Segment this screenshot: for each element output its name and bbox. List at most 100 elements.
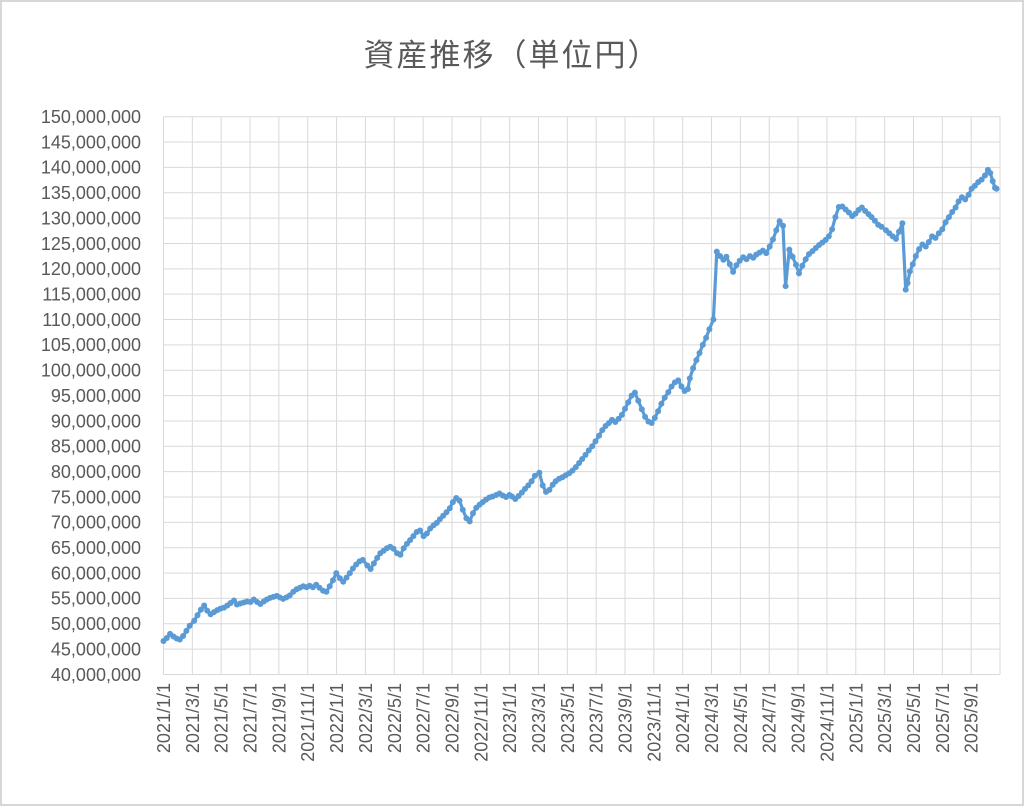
data-point-marker[interactable] — [635, 397, 642, 404]
data-point-marker[interactable] — [922, 243, 929, 250]
data-point-marker[interactable] — [585, 447, 592, 454]
data-point-marker[interactable] — [696, 350, 703, 356]
data-point-marker[interactable] — [978, 176, 985, 183]
data-point-marker[interactable] — [796, 270, 802, 277]
data-point-marker[interactable] — [326, 583, 333, 590]
data-point-marker[interactable] — [397, 551, 404, 558]
data-point-marker[interactable] — [899, 220, 906, 227]
data-point-marker[interactable] — [802, 256, 809, 263]
data-point-marker[interactable] — [912, 253, 919, 260]
data-point-marker[interactable] — [349, 565, 356, 572]
data-point-marker[interactable] — [323, 588, 330, 595]
data-point-marker[interactable] — [871, 217, 878, 224]
data-point-marker[interactable] — [330, 577, 336, 584]
data-point-marker[interactable] — [693, 357, 700, 364]
data-point-marker[interactable] — [939, 226, 946, 233]
data-point-marker[interactable] — [333, 570, 340, 577]
data-point-marker[interactable] — [962, 196, 969, 203]
data-point-marker[interactable] — [642, 413, 649, 420]
data-point-marker[interactable] — [466, 518, 473, 525]
data-point-marker[interactable] — [906, 268, 913, 275]
data-point-marker[interactable] — [197, 606, 204, 613]
data-point-marker[interactable] — [703, 334, 710, 341]
data-point-marker[interactable] — [622, 405, 628, 412]
data-point-marker[interactable] — [546, 486, 553, 493]
data-point-marker[interactable] — [180, 633, 187, 639]
data-point-marker[interactable] — [949, 209, 956, 215]
data-point-marker[interactable] — [596, 432, 602, 439]
data-point-marker[interactable] — [766, 243, 773, 250]
data-point-marker[interactable] — [773, 227, 780, 234]
data-point-marker[interactable] — [589, 443, 596, 450]
data-point-marker[interactable] — [592, 438, 599, 445]
data-point-marker[interactable] — [390, 545, 397, 552]
data-point-marker[interactable] — [763, 250, 770, 257]
data-point-marker[interactable] — [932, 234, 939, 241]
data-point-marker[interactable] — [733, 262, 740, 269]
data-point-marker[interactable] — [370, 560, 377, 567]
data-point-marker[interactable] — [829, 226, 836, 233]
data-point-marker[interactable] — [183, 627, 190, 634]
data-point-marker[interactable] — [825, 233, 832, 240]
data-point-marker[interactable] — [789, 253, 796, 260]
data-point-marker[interactable] — [417, 527, 423, 534]
data-point-marker[interactable] — [456, 497, 463, 504]
data-point-marker[interactable] — [902, 286, 909, 293]
data-point-marker[interactable] — [952, 204, 959, 211]
data-point-marker[interactable] — [367, 566, 374, 572]
data-point-marker[interactable] — [536, 469, 543, 476]
data-point-marker[interactable] — [780, 222, 786, 229]
data-point-marker[interactable] — [539, 482, 546, 489]
data-point-marker[interactable] — [878, 223, 885, 230]
data-point-marker[interactable] — [470, 510, 476, 517]
data-point-marker[interactable] — [618, 411, 625, 418]
data-point-marker[interactable] — [925, 239, 932, 245]
data-point-marker[interactable] — [675, 377, 682, 384]
data-point-marker[interactable] — [832, 214, 839, 221]
data-point-marker[interactable] — [186, 622, 193, 629]
data-point-marker[interactable] — [690, 365, 697, 372]
data-point-marker[interactable] — [684, 386, 691, 392]
data-point-marker[interactable] — [904, 280, 911, 286]
data-point-marker[interactable] — [989, 178, 996, 185]
data-point-marker[interactable] — [525, 482, 532, 489]
data-point-marker[interactable] — [916, 246, 923, 253]
data-point-marker[interactable] — [799, 262, 806, 269]
data-point-marker[interactable] — [665, 389, 672, 396]
data-point-marker[interactable] — [655, 408, 662, 415]
data-point-marker[interactable] — [449, 499, 456, 506]
data-point-marker[interactable] — [528, 478, 535, 485]
data-point-marker[interactable] — [993, 185, 1000, 192]
data-point-marker[interactable] — [582, 451, 589, 458]
data-point-marker[interactable] — [686, 375, 693, 382]
data-point-marker[interactable] — [713, 248, 720, 255]
data-point-marker[interactable] — [163, 635, 170, 641]
data-point-marker[interactable] — [648, 420, 655, 426]
data-point-marker[interactable] — [896, 228, 902, 235]
data-point-marker[interactable] — [631, 389, 638, 396]
data-point-marker[interactable] — [410, 533, 417, 540]
data-point-marker[interactable] — [782, 283, 789, 290]
data-point-marker[interactable] — [407, 537, 414, 544]
data-point-marker[interactable] — [776, 218, 783, 225]
data-point-marker[interactable] — [668, 383, 675, 390]
data-point-marker[interactable] — [191, 617, 198, 624]
data-point-marker[interactable] — [710, 316, 717, 323]
data-point-marker[interactable] — [599, 427, 606, 434]
data-point-marker[interactable] — [201, 602, 208, 609]
data-point-marker[interactable] — [730, 268, 737, 275]
data-point-marker[interactable] — [579, 456, 586, 462]
data-point-marker[interactable] — [981, 172, 988, 179]
data-point-marker[interactable] — [658, 400, 665, 407]
data-point-marker[interactable] — [678, 383, 685, 390]
data-point-marker[interactable] — [651, 414, 658, 421]
data-point-marker[interactable] — [638, 406, 645, 413]
data-point-marker[interactable] — [965, 191, 972, 198]
data-point-marker[interactable] — [786, 246, 793, 253]
data-point-marker[interactable] — [446, 505, 453, 512]
data-point-marker[interactable] — [400, 545, 407, 552]
data-point-marker[interactable] — [909, 261, 916, 268]
data-point-marker[interactable] — [359, 556, 366, 563]
data-point-marker[interactable] — [625, 399, 632, 406]
